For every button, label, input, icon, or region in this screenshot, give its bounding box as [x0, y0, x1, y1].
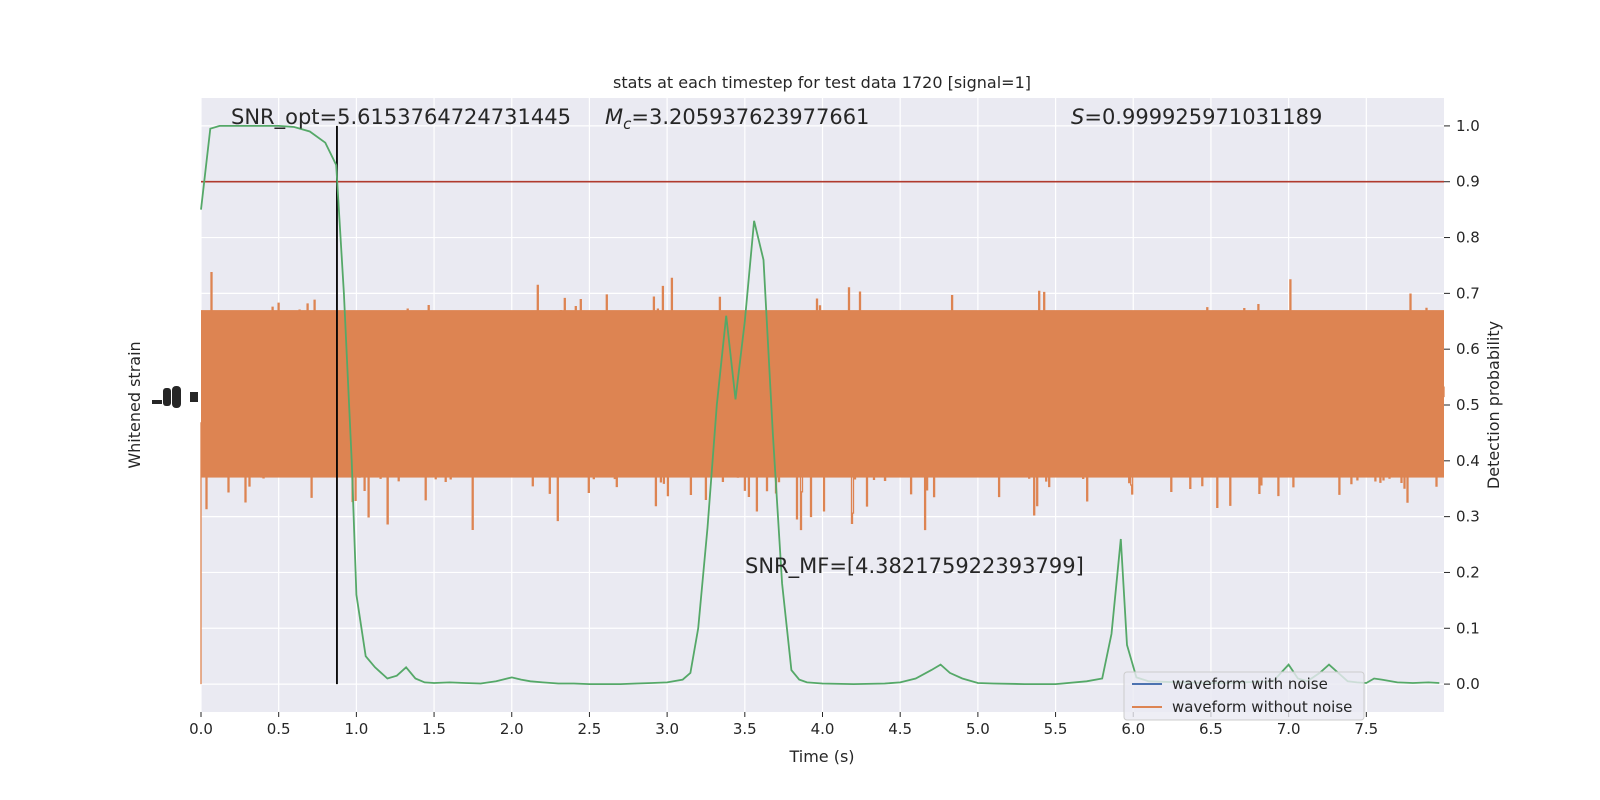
x-tick-label: 0.5 [267, 720, 291, 738]
y-tick-label: 0.2 [1456, 563, 1480, 581]
x-axis-ticks: 0.0 0.5 1.0 1.5 2.0 2.5 3.0 3.5 4.0 4.5 5.0 5.5 6.0 6… [189, 712, 1378, 738]
legend: waveform with noise waveform without noi… [1123, 671, 1365, 721]
left-tick-glyph [190, 392, 198, 402]
left-tick-glyph [152, 400, 162, 404]
x-tick-label: 7.0 [1277, 720, 1301, 738]
y-tick-label: 0.9 [1456, 173, 1480, 191]
x-tick-label: 5.5 [1044, 720, 1068, 738]
waveform-without-noise-series [200, 271, 1445, 685]
x-tick-label: 0.0 [189, 720, 213, 738]
x-tick-label: 5.0 [966, 720, 990, 738]
x-axis-label: Time (s) [788, 747, 854, 766]
y-tick-label: 0.4 [1456, 452, 1480, 470]
x-tick-label: 1.0 [344, 720, 368, 738]
x-tick-label: 2.5 [578, 720, 602, 738]
x-tick-label: 4.0 [811, 720, 835, 738]
chirp-mass-annotation: Mc=3.205937623977661 [605, 105, 869, 133]
x-tick-label: 6.0 [1121, 720, 1145, 738]
legend-box [1123, 671, 1365, 721]
y-tick-label: 0.5 [1456, 396, 1480, 414]
x-tick-label: 6.5 [1199, 720, 1223, 738]
legend-label-with-noise: waveform with noise [1172, 675, 1328, 693]
snr-opt-annotation: SNR_opt=5.6153764724731445 [231, 105, 571, 130]
y-tick-label: 0.7 [1456, 284, 1480, 302]
legend-label-without-noise: waveform without noise [1172, 698, 1352, 716]
x-tick-label: 3.0 [655, 720, 679, 738]
x-tick-label: 7.5 [1354, 720, 1378, 738]
snr-mf-annotation: SNR_MF=[4.382175922393799] [745, 554, 1084, 579]
y-tick-label: 0.8 [1456, 229, 1480, 247]
left-axis-overlapping-ticks [152, 386, 198, 408]
waveform-dense-core [201, 310, 1444, 478]
s-annotation: S=0.999925971031189 [1071, 105, 1322, 129]
y-tick-label: 0.0 [1456, 675, 1480, 693]
chirp-mass-value: =3.205937623977661 [631, 105, 869, 129]
y-left-axis-label: Whitened strain [125, 341, 144, 468]
y-tick-label: 0.6 [1456, 340, 1480, 358]
x-tick-label: 3.5 [733, 720, 757, 738]
left-tick-glyph [172, 386, 181, 408]
s-symbol: S [1071, 105, 1084, 129]
y-tick-label: 0.3 [1456, 508, 1480, 526]
y-tick-label: 0.1 [1456, 619, 1480, 637]
y-right-axis-label: Detection probability [1484, 321, 1503, 489]
y-right-axis-ticks: 0.0 0.1 0.2 0.3 0.4 0.5 0.6 0.7 0.8 0.9 1.0 [1444, 117, 1480, 693]
chirp-mass-subscript: c [623, 115, 632, 133]
s-value: =0.999925971031189 [1084, 105, 1322, 129]
left-tick-glyph [163, 388, 171, 406]
x-tick-label: 2.0 [500, 720, 524, 738]
x-tick-label: 1.5 [422, 720, 446, 738]
chart-title: stats at each timestep for test data 172… [613, 73, 1031, 92]
y-tick-label: 1.0 [1456, 117, 1480, 135]
x-tick-label: 4.5 [888, 720, 912, 738]
chirp-mass-symbol: M [605, 105, 623, 129]
